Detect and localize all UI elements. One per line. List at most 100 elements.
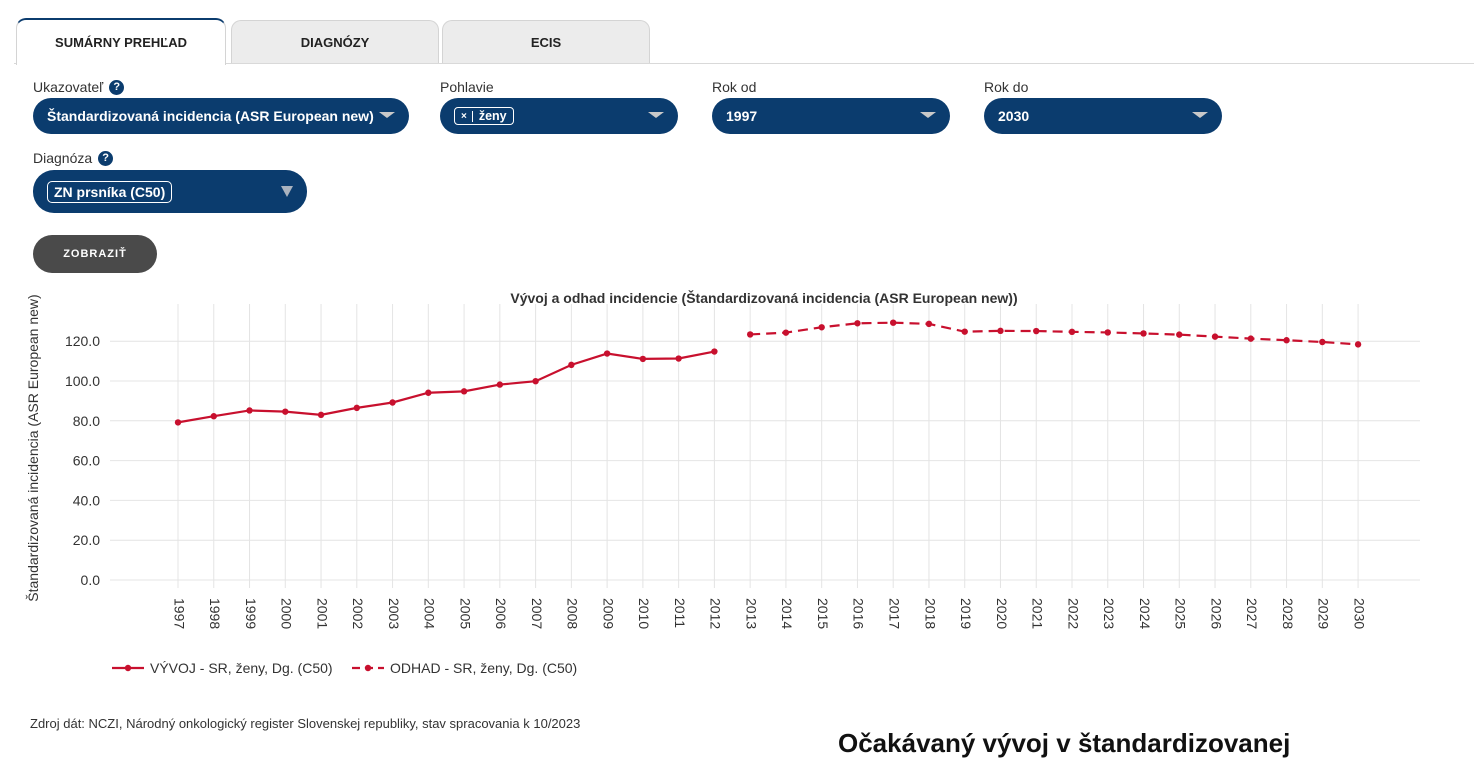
sex-chip: × ženy <box>454 107 514 125</box>
x-tick-label: 2003 <box>386 598 402 629</box>
tab-bar: SUMÁRNY PREHĽAD DIAGNÓZY ECIS <box>14 18 1474 65</box>
legend-marker-icon <box>364 664 372 672</box>
legend-label: ODHAD - SR, ženy, Dg. (C50) <box>390 660 577 676</box>
x-tick-label: 2002 <box>350 598 366 629</box>
y-tick-label: 0.0 <box>81 572 101 588</box>
series-line-estimate <box>750 321 1359 346</box>
data-point <box>1033 327 1040 335</box>
x-tick-label: 2000 <box>279 598 295 629</box>
x-tick-label: 2006 <box>493 598 509 629</box>
year-to-select[interactable]: 2030 <box>984 98 1222 134</box>
x-tick-label: 2005 <box>457 598 473 629</box>
data-point <box>532 377 539 385</box>
chip-remove-icon[interactable]: × <box>461 110 473 122</box>
x-tick-label: 2024 <box>1137 598 1153 629</box>
sex-label-group: Pohlavie <box>440 79 494 95</box>
show-button[interactable]: ZOBRAZIŤ <box>33 235 157 273</box>
x-tick-label: 2029 <box>1316 598 1332 629</box>
data-point <box>818 324 825 331</box>
y-tick-label: 20.0 <box>73 532 100 548</box>
y-tick-label: 80.0 <box>73 413 100 429</box>
x-tick-label: 2009 <box>600 598 616 629</box>
data-point <box>353 404 360 412</box>
indicator-label-group: Ukazovateľ ? <box>33 79 125 95</box>
year-to-value: 2030 <box>998 108 1030 124</box>
data-point <box>1247 335 1255 342</box>
x-tick-label: 2013 <box>743 598 759 629</box>
x-tick-label: 2023 <box>1101 598 1117 629</box>
data-point <box>961 328 968 335</box>
tab-diagnoses[interactable]: DIAGNÓZY <box>231 20 439 63</box>
x-tick-label: 2028 <box>1280 598 1296 629</box>
data-point <box>496 381 504 388</box>
legend-marker-icon <box>124 664 132 672</box>
chart-title: Vývoj a odhad incidencie (Štandardizovan… <box>510 289 1017 306</box>
x-tick-label: 2010 <box>636 598 652 629</box>
series-line-development <box>177 350 715 424</box>
x-tick-label: 2012 <box>708 598 724 629</box>
x-tick-label: 2022 <box>1065 598 1081 629</box>
y-tick-label: 100.0 <box>65 373 100 389</box>
tab-summary[interactable]: SUMÁRNY PREHĽAD <box>16 18 226 65</box>
x-tick-label: 2019 <box>958 598 974 629</box>
x-tick-label: 2001 <box>314 598 330 629</box>
data-point <box>997 327 1004 335</box>
data-point <box>174 419 182 426</box>
data-point <box>1140 330 1147 337</box>
data-point <box>1354 341 1362 348</box>
data-point <box>210 413 217 420</box>
data-point <box>389 399 396 406</box>
indicator-select[interactable]: Štandardizovaná incidencia (ASR European… <box>33 98 409 134</box>
x-tick-label: 1999 <box>243 598 259 629</box>
x-tick-label: 2007 <box>529 598 545 629</box>
data-point <box>568 361 575 369</box>
caret-down-icon <box>281 186 293 197</box>
year-from-select[interactable]: 1997 <box>712 98 950 134</box>
data-point <box>603 350 611 357</box>
indicator-value: Štandardizovaná incidencia (ASR European… <box>47 108 374 124</box>
data-point <box>1104 329 1111 336</box>
diagnosis-label-group: Diagnóza ? <box>33 150 114 166</box>
year-from-label-group: Rok od <box>712 79 756 95</box>
year-from-value: 1997 <box>726 108 758 124</box>
indicator-label: Ukazovateľ <box>33 79 104 95</box>
chevron-down-icon <box>379 112 395 118</box>
x-tick-label: 2004 <box>422 598 438 629</box>
year-to-label-group: Rok do <box>984 79 1028 95</box>
data-point <box>746 331 754 338</box>
data-point <box>317 411 325 419</box>
x-tick-label: 2021 <box>1030 598 1046 629</box>
tab-ecis[interactable]: ECIS <box>442 20 650 63</box>
x-tick-label: 2017 <box>886 598 902 629</box>
data-point <box>675 355 682 362</box>
year-from-label: Rok od <box>712 79 757 95</box>
y-tick-label: 120.0 <box>65 333 100 349</box>
sex-select[interactable]: × ženy <box>440 98 678 134</box>
diagnosis-select[interactable]: ZN prsníka (C50) <box>33 170 307 213</box>
data-point <box>1176 331 1183 338</box>
data-point <box>890 319 897 326</box>
data-point <box>925 320 933 328</box>
chevron-down-icon <box>648 112 664 118</box>
sex-chip-label: ženy <box>478 109 507 123</box>
x-tick-label: 2026 <box>1208 598 1224 629</box>
data-point <box>282 408 289 415</box>
x-tick-label: 2011 <box>672 598 688 628</box>
data-point <box>460 388 468 395</box>
help-icon[interactable]: ? <box>98 150 114 166</box>
x-tick-label: 1997 <box>171 598 187 629</box>
x-tick-label: 1998 <box>207 598 223 629</box>
x-tick-label: 2025 <box>1173 598 1189 629</box>
data-source-footer: Zdroj dát: NCZI, Národný onkologický reg… <box>30 716 581 731</box>
y-tick-label: 40.0 <box>73 492 100 508</box>
help-icon[interactable]: ? <box>109 79 125 95</box>
tab-bar-divider <box>14 63 1474 64</box>
data-point <box>425 389 432 396</box>
sex-label: Pohlavie <box>440 79 494 95</box>
x-tick-label: 2014 <box>779 598 795 629</box>
data-point <box>711 348 718 355</box>
x-tick-label: 2018 <box>922 598 938 629</box>
incidence-chart: 0.0 20.0 40.0 60.0 80.0 100.0 120.0 1997 1998 199… <box>25 289 1420 676</box>
diagnosis-chip: ZN prsníka (C50) <box>47 180 173 203</box>
data-point <box>854 320 861 327</box>
